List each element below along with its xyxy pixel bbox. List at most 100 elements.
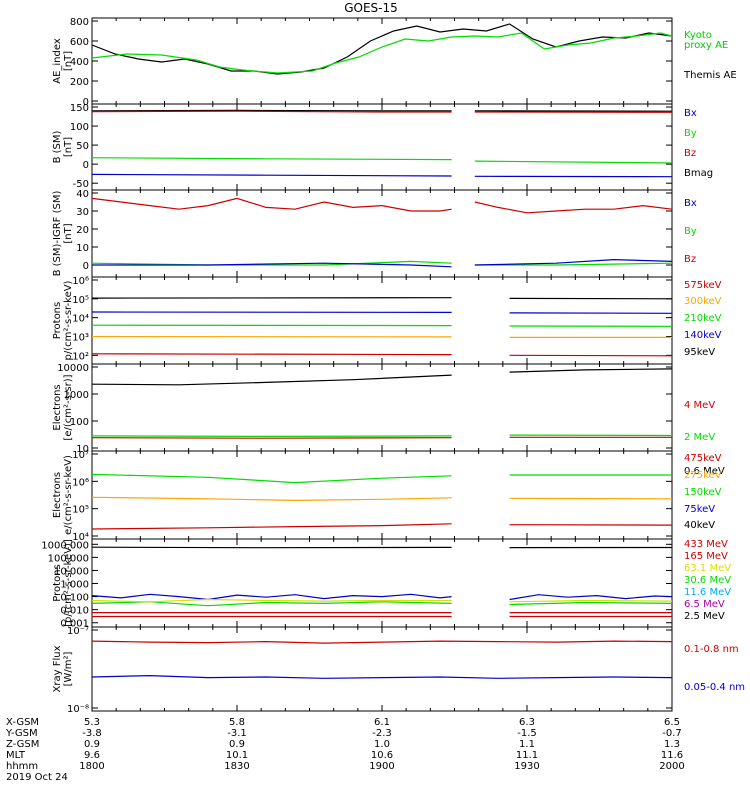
panel-frame [91, 538, 673, 628]
y-axis-label: Protons[p/(cm²-s-sr-keV)] [52, 539, 74, 627]
x-axis-value: 10.1 [226, 750, 248, 761]
y-axis-label-line: Electrons [52, 384, 63, 430]
series-bz [91, 110, 673, 113]
x-axis-row-label: MLT [6, 750, 26, 761]
series-bx [92, 258, 673, 268]
legend-entry: 300keV [684, 296, 722, 307]
series-30-6-mev [91, 601, 673, 607]
y-axis-label-line: [p/(cm²-s-sr-keV)] [63, 539, 74, 627]
series-150kev [91, 473, 672, 484]
series-themis-ae [91, 23, 673, 75]
y-tick-label: 40 [76, 189, 89, 200]
y-tick-label: 200 [70, 77, 89, 88]
y-tick-label: 0 [83, 160, 89, 171]
y-tick-label: 0 [83, 97, 89, 108]
series-11-6-mev [91, 593, 673, 601]
y-tick-label: 10⁷ [72, 450, 89, 461]
y-axis-label: Electronse/(cm²-s-sr-keV) [52, 455, 74, 535]
y-tick-label: 1000 [64, 390, 89, 401]
y-axis-label-line: [W/m²] [63, 651, 74, 686]
y-tick-label: 100 [70, 122, 89, 133]
x-axis-value: -0.7 [662, 728, 682, 739]
x-axis-value: 0.9 [84, 739, 100, 750]
y-axis-label-line: [nT] [63, 51, 74, 71]
x-axis-value: 11.6 [661, 750, 683, 761]
legend-entry: Bz [684, 148, 696, 159]
x-axis-value: 1930 [514, 761, 539, 772]
legend-entry: 30.6 MeV [684, 575, 731, 586]
x-axis-value: 1800 [79, 761, 104, 772]
series-4-mev [91, 436, 672, 439]
series-bmag [91, 109, 673, 112]
legend-entry: 210keV [684, 313, 722, 324]
y-tick-label: 100 [70, 417, 89, 428]
series-2-5-mev [91, 546, 673, 549]
series-95kev [91, 297, 673, 300]
legend-entry: 150keV [684, 487, 722, 498]
legend-entry: 275keV [684, 470, 722, 481]
legend-entry: 2.5 MeV [684, 611, 725, 622]
x-axis-value: 0.9 [229, 739, 245, 750]
y-tick-label: 30 [76, 207, 89, 218]
legend-entry: 95keV [684, 347, 715, 358]
y-axis-label: AE_index[nT] [52, 38, 74, 84]
y-tick-label: 600 [70, 37, 89, 48]
x-axis-value: 1830 [224, 761, 249, 772]
x-axis-table: X-GSM 5.3 5.8 6.1 6.3 6.5 Y-GSM -3.8 -3.1 -2.3 -1.… [5, 717, 685, 783]
series-575kev [91, 353, 673, 357]
y-tick-label: 0.001 [60, 619, 89, 630]
x-axis-value: 5.3 [84, 717, 100, 728]
x-axis-value: 11.1 [516, 750, 538, 761]
legend-entry: proxy AE [684, 40, 728, 51]
y-axis-label-line: [nT] [63, 137, 74, 157]
y-tick-label: 10⁴ [72, 314, 89, 325]
y-axis-label-line: B (SM) [52, 130, 63, 163]
legend-entry: By [684, 226, 697, 237]
panel-xray: 10⁻⁸ 10⁻⁷ Xray Flux[W/m²] 0.1-0.8 nm 0.05-0.… [52, 626, 745, 715]
x-axis-value: 6.3 [519, 717, 535, 728]
x-axis-value: 10.6 [371, 750, 393, 761]
series-63-1-mev [91, 598, 673, 603]
y-axis-label-line: e/(cm²-s-sr-keV) [63, 455, 74, 535]
x-axis-value: 2000 [659, 761, 684, 772]
panel-protons_high: 0.001 0.010 0.100 1.000 10.000 100.000 1000.00… [41, 538, 731, 630]
panel-frame [91, 626, 673, 712]
series-bx [91, 173, 673, 178]
y-axis-label-line: Protons [52, 302, 63, 339]
x-axis-value: -1.5 [517, 728, 537, 739]
y-axis-label: Xray Flux[W/m²] [52, 645, 74, 692]
x-axis-date: 2019 Oct 24 [6, 772, 68, 783]
legend-entry: 0.6 MeV [684, 466, 725, 477]
y-tick-label: 0.100 [60, 593, 89, 604]
x-axis-value: -3.8 [82, 728, 102, 739]
y-axis-label-line: Protons [52, 564, 63, 601]
y-tick-label: 20 [76, 225, 89, 236]
x-axis-value: 5.8 [229, 717, 245, 728]
series-0-1-0-8-nm [91, 640, 673, 644]
legend-entry: 165 MeV [684, 551, 728, 562]
legend-entry: Bx [684, 108, 697, 119]
legend-entry: Bz [684, 254, 696, 265]
legend-entry: Bx [684, 198, 697, 209]
x-axis-value: 6.5 [664, 717, 680, 728]
y-tick-label: 10⁵ [72, 505, 89, 516]
y-axis-label: Electrons[e/(cm²-s-sr)] [52, 374, 74, 440]
legend-entry: 0.1-0.8 nm [684, 644, 739, 655]
legend-entry: 6.5 MeV [684, 599, 725, 610]
y-tick-label: 10⁶ [72, 276, 89, 287]
y-axis-label-line: AE_index [52, 38, 63, 84]
x-axis-value: -2.3 [372, 728, 392, 739]
series-by [91, 157, 673, 164]
y-tick-label: 1000.000 [41, 540, 89, 551]
series-0-05-0-4-nm [91, 674, 673, 679]
legend-entry: 40keV [684, 520, 715, 531]
y-axis-label-line: Electrons [52, 472, 63, 518]
y-tick-label: 400 [70, 57, 89, 68]
y-tick-label: 100.000 [48, 553, 89, 564]
legend-entry: 433 MeV [684, 539, 728, 550]
x-axis-row-label: Y-GSM [5, 728, 38, 739]
